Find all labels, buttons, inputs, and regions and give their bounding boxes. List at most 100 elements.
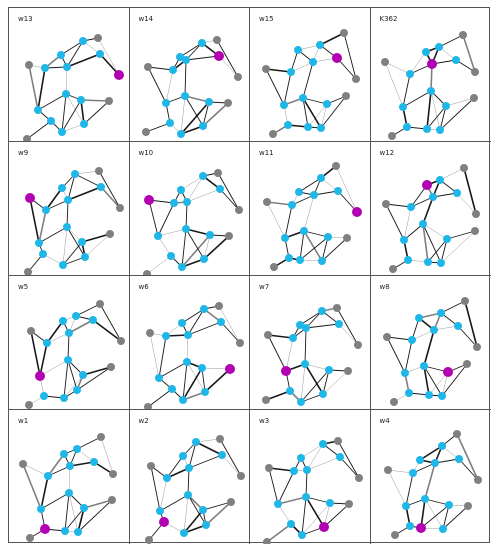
highlighted-node: [442, 367, 453, 377]
graph-edge: [100, 186, 121, 209]
graph-edge: [47, 465, 71, 477]
graph-edge: [74, 173, 102, 188]
network-node: [204, 98, 213, 106]
graph-edge: [188, 454, 222, 469]
network-node: [274, 500, 282, 508]
gray-node: [25, 61, 33, 69]
panel-label: w8: [379, 283, 390, 291]
graph-edge: [425, 90, 432, 130]
network-node: [444, 501, 453, 509]
panel-label: w14: [138, 15, 154, 23]
gray-node: [263, 538, 271, 544]
graph-edge: [313, 190, 339, 196]
network-node: [453, 322, 462, 330]
gray-node: [224, 232, 233, 240]
network-node: [324, 233, 332, 241]
network-node: [166, 252, 175, 260]
network-node: [288, 201, 296, 209]
network-graph: [141, 36, 242, 138]
gray-node: [390, 531, 399, 539]
graph-edge: [424, 498, 443, 530]
network-node: [199, 255, 208, 263]
graph-edge: [438, 34, 463, 48]
network-panel: w4: [371, 410, 492, 544]
graph-edge: [195, 438, 220, 443]
graph-edge: [159, 477, 167, 512]
graph-edge: [166, 455, 183, 479]
network-node: [415, 456, 424, 464]
graph-edge: [64, 492, 70, 532]
network-node: [90, 458, 98, 466]
network-node: [300, 227, 308, 235]
network-node: [302, 324, 310, 332]
network-node: [452, 189, 461, 197]
graph-edge: [61, 93, 67, 133]
network-node: [63, 63, 71, 71]
graph-edge: [266, 201, 286, 239]
graph-edge: [60, 40, 84, 56]
graph-edge: [22, 463, 42, 510]
gray-node: [146, 462, 155, 470]
network-node: [401, 502, 410, 510]
network-node: [319, 390, 327, 398]
network-node: [168, 66, 177, 74]
graph-edge: [202, 501, 231, 511]
network-node: [176, 186, 185, 194]
graph-edge: [181, 367, 203, 401]
network-node: [318, 257, 326, 265]
graph-edge: [37, 93, 67, 111]
panel-label: w9: [18, 149, 29, 157]
graph-edge: [439, 167, 464, 181]
graph-edge: [335, 165, 358, 213]
network-node: [59, 261, 67, 269]
graph-edge: [410, 196, 433, 208]
network-node: [183, 491, 192, 499]
graph-edge: [201, 367, 205, 393]
graph-edge: [45, 199, 69, 211]
gray-node: [340, 29, 348, 37]
network-node: [177, 319, 186, 327]
gray-node: [27, 327, 35, 335]
graph-edge: [100, 436, 114, 475]
network-panel: w2: [130, 410, 250, 544]
graph-edge: [99, 303, 122, 342]
graph-edge: [77, 499, 113, 533]
gray-node: [354, 341, 362, 349]
graph-edge: [180, 95, 185, 135]
network-panel: w6: [129, 276, 250, 410]
network-node: [47, 117, 55, 125]
network-node: [73, 386, 81, 394]
gray-node: [223, 99, 232, 107]
gray-node: [19, 460, 27, 468]
graph-edge: [68, 319, 94, 334]
graph-edge: [445, 97, 474, 107]
graph-edge: [65, 66, 68, 95]
graph-edge: [424, 498, 449, 506]
graph-edge: [203, 368, 231, 393]
gray-node: [25, 401, 33, 409]
network-panel: w5: [9, 276, 130, 410]
graph-edge: [64, 507, 85, 532]
graph-edge: [305, 496, 331, 504]
graph-edge: [216, 39, 238, 78]
graph-edge: [385, 203, 404, 241]
graph-edge: [421, 196, 434, 225]
graph-edge: [277, 496, 307, 505]
network-graph: [23, 34, 124, 141]
gray-node: [387, 132, 396, 140]
gray-node: [459, 164, 468, 172]
graph-edge: [181, 228, 186, 268]
graph-edge: [187, 494, 206, 526]
network-graph: [381, 164, 480, 273]
network-node: [434, 43, 443, 51]
network-node: [89, 316, 97, 324]
network-node: [429, 326, 438, 334]
graph-edge: [440, 238, 447, 264]
graph-edge: [146, 255, 171, 275]
graph-edge: [148, 199, 158, 237]
graph-edge: [300, 369, 330, 403]
network-node: [161, 99, 170, 107]
graph-edge: [92, 319, 122, 342]
graph-edge: [298, 177, 322, 193]
graph-edge: [440, 230, 475, 264]
